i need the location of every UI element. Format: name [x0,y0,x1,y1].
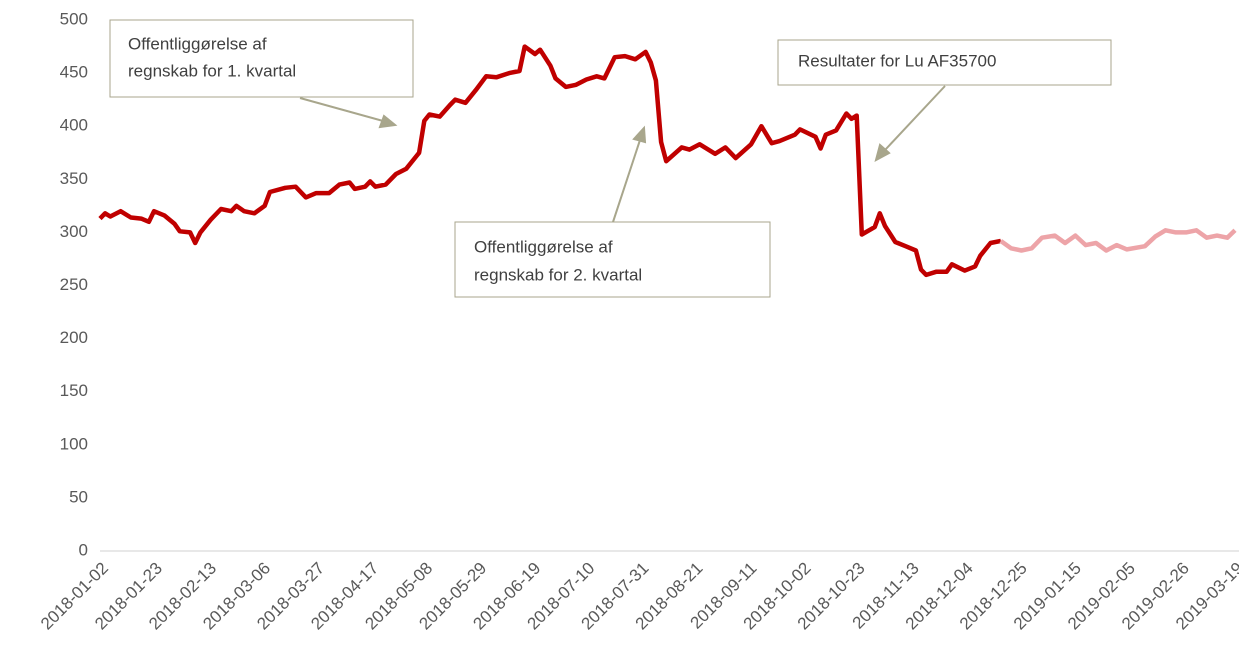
annotation-text: Offentliggørelse af [128,34,267,53]
y-tick-label: 300 [60,222,88,241]
annotation-box [109,19,414,98]
y-tick-label: 450 [60,63,88,82]
y-tick-label: 250 [60,275,88,294]
annotation-box [454,221,771,298]
series-line [98,44,1002,278]
arrowhead [874,143,891,162]
series-line [999,228,1237,253]
annotation-text: Offentliggørelse af [474,237,613,256]
annotation-arrows [299,85,946,223]
arrowhead [378,114,398,129]
arrow [884,85,946,151]
annotation-text: Resultater for Lu AF35700 [798,51,996,70]
y-tick-label: 500 [60,9,88,28]
y-tick-label: 350 [60,169,88,188]
annotation-text: regnskab for 2. kvartal [474,265,642,284]
annotation-box [777,39,1112,86]
y-tick-label: 400 [60,116,88,135]
y-tick-label: 50 [69,487,88,506]
y-tick-label: 150 [60,381,88,400]
y-tick-label: 100 [60,434,88,453]
arrowhead [632,125,647,144]
y-tick-label: 200 [60,328,88,347]
annotation-text: regnskab for 1. kvartal [128,61,296,80]
arrow [299,97,384,122]
y-tick-label: 0 [79,540,88,559]
arrow [612,139,641,223]
